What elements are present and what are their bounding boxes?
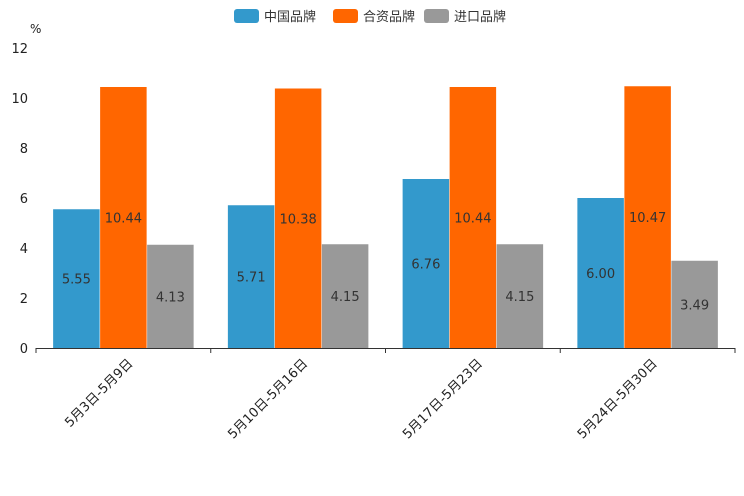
y-tick-label: 2 bbox=[20, 292, 28, 307]
bars: 5.55 10.44 4.13 5.71 10.38 4.15 6.76 10.44 4.15 6… bbox=[53, 86, 718, 348]
bar-value-label: 6.00 bbox=[586, 267, 615, 282]
bar bbox=[321, 244, 369, 348]
legend-swatch bbox=[234, 9, 259, 23]
y-tick-label: 8 bbox=[20, 142, 28, 157]
bar-value-label: 4.13 bbox=[156, 290, 185, 305]
y-tick-label: 0 bbox=[20, 342, 28, 357]
bar bbox=[449, 87, 497, 348]
bar bbox=[227, 205, 275, 348]
y-axis: 0 2 4 6 8 10 12 bbox=[11, 42, 28, 357]
x-axis: 5月3日-5月9日 5月10日-5月16日 5月17日-5月23日 5月24日-5月3… bbox=[35, 348, 736, 442]
x-tick-label: 5月10日-5月16日 bbox=[225, 356, 311, 442]
legend-item[interactable]: 中国品牌 bbox=[234, 9, 316, 25]
bar-value-label: 4.15 bbox=[505, 290, 534, 305]
legend-label: 合资品牌 bbox=[363, 9, 415, 25]
legend-swatch bbox=[424, 9, 449, 23]
x-tick-label: 5月17日-5月23日 bbox=[400, 356, 486, 442]
bar bbox=[624, 86, 671, 348]
bar bbox=[100, 87, 147, 348]
bar-value-label: 5.55 bbox=[62, 273, 91, 288]
legend-item[interactable]: 合资品牌 bbox=[333, 9, 415, 25]
bar bbox=[577, 198, 624, 348]
bar-value-label: 5.71 bbox=[237, 271, 266, 286]
bar bbox=[147, 244, 194, 348]
bar-value-label: 10.38 bbox=[280, 212, 317, 227]
legend-swatch bbox=[333, 9, 358, 23]
legend-item[interactable]: 进口品牌 bbox=[424, 9, 506, 25]
y-tick-label: 4 bbox=[20, 242, 28, 257]
bar-value-label: 3.49 bbox=[680, 298, 709, 313]
legend-label: 进口品牌 bbox=[454, 9, 506, 25]
bar bbox=[53, 209, 100, 348]
y-tick-label: 10 bbox=[11, 92, 28, 107]
bar bbox=[496, 244, 544, 348]
bar-value-label: 4.15 bbox=[331, 290, 360, 305]
bar-value-label: 10.47 bbox=[629, 211, 666, 226]
y-axis-unit-label: % bbox=[30, 22, 41, 36]
y-tick-label: 6 bbox=[20, 192, 28, 207]
chart-legend: 中国品牌 合资品牌 进口品牌 bbox=[234, 9, 506, 25]
bar bbox=[402, 179, 450, 348]
bar-value-label: 10.44 bbox=[454, 212, 491, 227]
bar-value-label: 6.76 bbox=[411, 258, 440, 273]
bar-value-label: 10.44 bbox=[105, 212, 142, 227]
legend-label: 中国品牌 bbox=[264, 9, 316, 25]
y-tick-label: 12 bbox=[11, 42, 28, 57]
bar bbox=[671, 260, 718, 348]
x-tick-label: 5月3日-5月9日 bbox=[62, 356, 136, 430]
bar bbox=[274, 88, 322, 348]
x-tick-label: 5月24日-5月30日 bbox=[575, 356, 661, 442]
